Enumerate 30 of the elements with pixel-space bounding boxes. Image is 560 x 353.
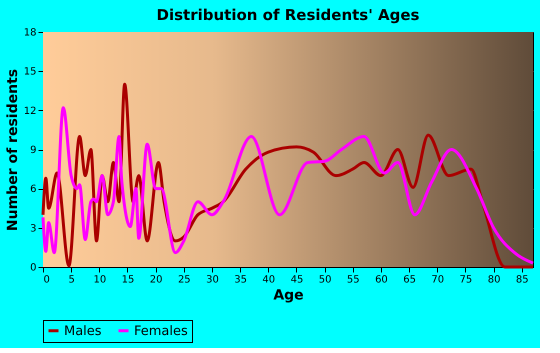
x-tick-label: 50 xyxy=(318,274,332,286)
x-tick-label: 10 xyxy=(93,274,106,286)
x-tick-label: 15 xyxy=(122,274,134,286)
x-tick-label: 40 xyxy=(262,274,276,286)
y-axis-title: Number of residents xyxy=(4,68,21,232)
x-tick-label: 45 xyxy=(290,274,304,286)
x-tick-label: 0 xyxy=(44,274,50,286)
x-tick-label: 55 xyxy=(346,274,360,286)
x-tick-label: 5 xyxy=(68,274,75,286)
y-tick-label: 12 xyxy=(24,106,36,117)
x-tick-label: 80 xyxy=(488,274,500,286)
legend-label: Females xyxy=(134,324,188,339)
x-tick-label: 25 xyxy=(178,274,191,286)
y-tick-label: 6 xyxy=(30,184,36,196)
y-tick-label: 0 xyxy=(30,262,36,274)
x-tick-label: 35 xyxy=(234,274,247,286)
x-tick-label: 85 xyxy=(516,274,529,286)
x-tick-label: 65 xyxy=(403,274,416,286)
x-tick-label: 30 xyxy=(206,274,219,286)
legend-label: Males xyxy=(64,324,102,339)
y-tick-label: 18 xyxy=(24,28,36,38)
x-tick-label: 70 xyxy=(431,274,444,286)
x-tick-label: 75 xyxy=(460,274,472,286)
x-axis-title: Age xyxy=(273,288,304,304)
y-tick-label: 9 xyxy=(30,145,36,156)
y-tick-label: 3 xyxy=(30,223,36,234)
y-tick-label: 15 xyxy=(24,66,36,78)
chart-title: Distribution of Residents' Ages xyxy=(156,6,420,24)
x-tick-label: 20 xyxy=(150,274,163,286)
x-tick-label: 60 xyxy=(375,274,388,286)
